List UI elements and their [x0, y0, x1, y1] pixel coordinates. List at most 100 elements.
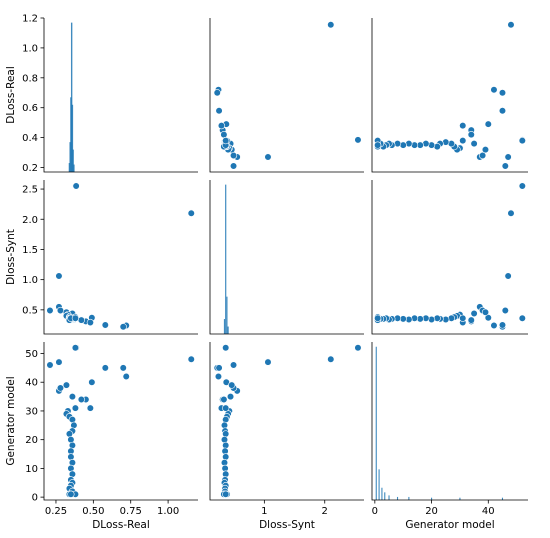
scatter-point-2-0-14	[68, 392, 77, 401]
scatter-point-0-1-10	[220, 131, 228, 139]
hist-bar-0-6	[73, 164, 75, 172]
ytick-label-2-2: 20	[25, 435, 38, 446]
panel-2-0: 0 10 20 30 40 50 Generator model 0.25 0.50 0.75 1.…	[5, 342, 198, 531]
scatter-point-2-0-0	[187, 355, 195, 363]
scatter-point-0-2-3	[498, 89, 507, 97]
scatter-point-2-0-9	[86, 404, 94, 412]
scatter-point-2-0-3	[119, 364, 127, 372]
scatter-point-2-1-26	[222, 453, 230, 461]
scatter-point-2-0-17	[71, 404, 79, 412]
hist-bar-0-4	[71, 104, 74, 172]
xtick-label-2-2: 40	[482, 506, 495, 517]
scatter-point-1-0-3	[119, 323, 127, 331]
scatter-point-1-2-39	[518, 314, 526, 322]
scatter-point-0-2-2	[490, 86, 498, 94]
panel-0-1	[209, 18, 364, 173]
hist-bar-2-9	[501, 497, 504, 500]
panel-1-0: 0.5 1.0 1.5 2.0 2.5 Dloss-Synt	[5, 180, 198, 335]
ylabel-1: Dloss-Synt	[5, 229, 17, 285]
scatter-point-1-2-4	[498, 321, 507, 329]
ytick-label-2-0: 0	[32, 493, 38, 504]
hist-bar-0-3	[70, 22, 73, 173]
scatter-point-1-2-1	[518, 182, 526, 190]
xtick-label-0-3: 1.00	[157, 506, 179, 517]
scatter-point-1-0-5	[55, 272, 63, 280]
scatter-point-0-2-0	[507, 21, 515, 29]
ylabel-0: DLoss-Real	[5, 66, 17, 124]
scatter-point-2-0-13	[62, 381, 71, 389]
spine-2-2	[371, 342, 528, 501]
spine-0-1	[209, 18, 364, 173]
scatter-point-2-1-10	[220, 395, 228, 404]
scatter-point-0-1-6	[229, 162, 238, 170]
ytick-label-0-4: 1.0	[22, 43, 38, 54]
scatter-point-2-0-7	[88, 378, 96, 386]
spine-2-0	[43, 342, 198, 501]
scatter-point-1-2-5	[504, 272, 512, 280]
ytick-label-1-3: 2.0	[22, 215, 38, 226]
scatter-point-1-2-10	[467, 316, 475, 324]
ylabel-2: Generator model	[5, 376, 17, 465]
scatter-point-0-2-9	[459, 122, 467, 130]
scatter-point-2-1-39	[222, 344, 230, 352]
hist-bar-1-2	[226, 296, 228, 334]
xtick-label-0-2: 0.75	[120, 506, 142, 517]
scatter-point-0-1-3	[213, 89, 221, 97]
scatter-point-1-0-12	[56, 306, 65, 315]
xlabel-1: Dloss-Synt	[259, 519, 315, 531]
xtick-label-2-1: 20	[425, 506, 438, 517]
spine-1-2	[371, 180, 528, 335]
scatter-point-0-2-38	[374, 141, 382, 149]
hist-bar-1-0	[223, 319, 226, 334]
scatter-point-1-0-1	[72, 182, 80, 190]
scatter-point-2-0-39	[71, 344, 79, 352]
ytick-label-2-4: 40	[25, 378, 38, 389]
scatter-point-1-0-6	[46, 306, 54, 315]
scatter-point-2-1-6	[229, 361, 238, 369]
scatter-point-2-1-22	[222, 430, 230, 438]
scatter-point-0-2-5	[504, 153, 512, 161]
ytick-label-0-3: 0.8	[22, 73, 38, 84]
scatter-point-2-1-1	[354, 344, 362, 352]
hist-bar-2-6	[408, 496, 410, 500]
scatter-point-0-2-14	[470, 139, 478, 148]
scatter-point-2-0-2	[122, 372, 130, 381]
xtick-label-1-0: 1	[261, 506, 267, 517]
scatter-point-1-2-13	[481, 308, 490, 316]
scatter-point-0-1-12	[229, 151, 238, 160]
hist-bar-2-2	[381, 487, 383, 500]
panel-2-2: 0 20 40 Generator model	[371, 342, 528, 531]
scatter-point-2-1-2	[214, 372, 223, 381]
ytick-label-0-1: 0.4	[22, 133, 38, 144]
hist-bar-2-8	[459, 497, 461, 500]
panel-0-0: 0.2 0.4 0.6 0.8 1.0 1.2 DLoss-Real	[5, 14, 198, 174]
scatter-point-1-0-10	[77, 316, 85, 324]
scatter-point-1-2-6	[501, 306, 509, 315]
hist-bar-2-1	[378, 469, 380, 500]
hist-bar-0-1	[69, 142, 71, 172]
scatter-point-2-0-5	[55, 358, 63, 366]
scatter-point-0-2-13	[481, 145, 490, 154]
scatter-point-0-2-12	[479, 151, 487, 160]
hist-bar-2-7	[431, 497, 433, 500]
xtick-label-0-0: 0.25	[45, 506, 67, 517]
scatter-point-1-2-38	[374, 314, 382, 322]
scatter-point-2-1-23	[220, 436, 229, 444]
scatter-point-2-0-12	[56, 384, 65, 392]
hist-bar-2-4	[388, 495, 390, 500]
scatter-point-1-2-14	[470, 309, 478, 318]
scatter-point-2-1-14	[226, 392, 235, 401]
hist-bar-2-3	[384, 492, 386, 500]
ytick-label-0-0: 0.2	[22, 163, 38, 174]
ytick-label-0-5: 1.2	[22, 14, 38, 25]
spine-2-1	[209, 342, 364, 501]
scatter-point-0-2-7	[484, 120, 492, 128]
ytick-label-2-1: 10	[25, 464, 38, 475]
scatter-point-0-2-10	[467, 131, 475, 139]
panel-1-2	[371, 180, 528, 335]
hist-bar-1-3	[227, 326, 229, 334]
scatter-point-2-0-38	[67, 490, 75, 498]
scatter-point-1-2-17	[459, 314, 467, 322]
scatter-point-0-1-4	[215, 107, 223, 115]
ytick-label-1-2: 1.5	[22, 245, 38, 256]
